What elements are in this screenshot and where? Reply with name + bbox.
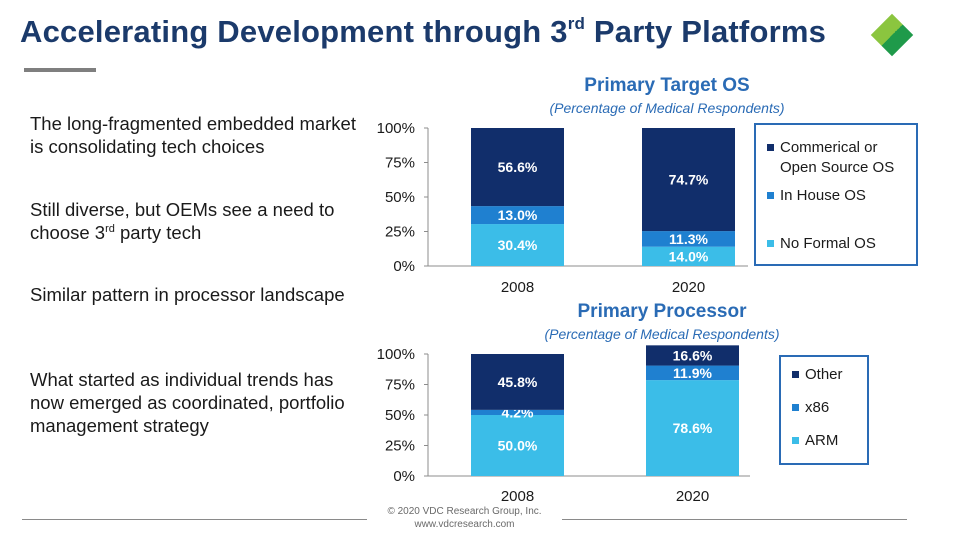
legend-label-line-1: Commerical or xyxy=(780,139,878,156)
footer-divider-left xyxy=(22,519,367,520)
bar-segment xyxy=(471,354,564,410)
chart-2: Primary Processor (Percentage of Medical … xyxy=(377,301,869,505)
bar-segment xyxy=(642,128,735,232)
x-category-label: 2020 xyxy=(672,279,705,296)
y-tick-label: 75% xyxy=(385,155,415,172)
y-tick-label: 25% xyxy=(385,438,415,455)
legend-label: x86 xyxy=(805,399,829,416)
footer-url: www.vdcresearch.com xyxy=(414,519,515,530)
data-label: 45.8% xyxy=(498,374,538,390)
x-category-label: 2020 xyxy=(676,488,709,505)
data-label: 13.0% xyxy=(498,207,538,223)
slide-title-text: Accelerating Development through 3 xyxy=(20,14,568,49)
footer-divider-right xyxy=(562,519,907,520)
bar-segment xyxy=(646,345,739,366)
data-label: 30.4% xyxy=(498,237,538,253)
x-category-label: 2008 xyxy=(501,488,534,505)
legend-label: Other xyxy=(805,366,843,383)
bar-segment xyxy=(471,206,564,225)
bar-segment xyxy=(471,128,564,207)
x-category-label: 2008 xyxy=(501,279,534,296)
data-label: 14.0% xyxy=(669,248,709,264)
slide-title-end: Party Platforms xyxy=(585,14,827,49)
legend-swatch xyxy=(767,240,774,247)
data-label: 74.7% xyxy=(669,172,709,188)
bullet-2-text: Still diverse, but OEMs see a need to ch… xyxy=(30,199,335,243)
data-label: 50.0% xyxy=(498,438,538,454)
legend-label: Commerical or Open Source OS xyxy=(780,139,894,176)
data-label: 11.9% xyxy=(673,365,712,381)
legend-swatch xyxy=(792,371,799,378)
legend-label: In House OS xyxy=(780,187,866,204)
bullet-1: The long-fragmented embedded market is c… xyxy=(30,113,356,157)
legend-swatch xyxy=(792,404,799,411)
footer-copyright: © 2020 VDC Research Group, Inc. xyxy=(387,506,542,517)
bar-segment xyxy=(642,231,735,247)
bullet-2-end: party tech xyxy=(114,222,202,243)
legend-swatch xyxy=(792,437,799,444)
bar-segment xyxy=(471,224,564,266)
y-tick-label: 0% xyxy=(393,258,415,275)
y-tick-label: 25% xyxy=(385,224,415,241)
legend-label: No Formal OS xyxy=(780,235,876,252)
bullet-2-superscript: rd xyxy=(105,223,115,235)
bar-segment xyxy=(646,365,739,381)
footer: © 2020 VDC Research Group, Inc. www.vdcr… xyxy=(367,505,562,531)
bar-segment xyxy=(646,380,739,476)
data-label: 78.6% xyxy=(673,420,713,436)
chart-title: Primary Target OS xyxy=(584,75,749,96)
legend-label-line-2: Open Source OS xyxy=(780,159,894,176)
data-label: 56.6% xyxy=(498,159,538,175)
legend-label: ARM xyxy=(805,432,838,449)
legend-swatch xyxy=(767,192,774,199)
y-tick-label: 75% xyxy=(385,377,415,394)
bullet-4: What started as individual trends has no… xyxy=(30,369,345,436)
bar-segment xyxy=(471,415,564,476)
legend-swatch xyxy=(767,144,774,151)
data-label: 16.6% xyxy=(673,347,713,363)
chart-subtitle: (Percentage of Medical Respondents) xyxy=(544,326,779,342)
chart-1: Primary Target OS (Percentage of Medical … xyxy=(377,75,918,296)
legend-box xyxy=(754,123,918,266)
slide-title-superscript: rd xyxy=(567,14,586,33)
bullet-2: Still diverse, but OEMs see a need to ch… xyxy=(30,198,370,244)
y-tick-label: 0% xyxy=(393,468,415,485)
bar-segment xyxy=(471,409,564,415)
y-tick-label: 50% xyxy=(385,189,415,206)
bar-segment xyxy=(642,246,735,266)
y-tick-label: 100% xyxy=(377,346,415,363)
title-underline xyxy=(24,68,96,72)
y-tick-label: 100% xyxy=(377,120,415,137)
bullet-3: Similar pattern in processor landscape xyxy=(30,284,345,305)
data-label: 11.3% xyxy=(669,231,708,247)
slide-title: Accelerating Development through 3rd Par… xyxy=(20,14,826,50)
y-tick-label: 50% xyxy=(385,407,415,424)
chart-subtitle: (Percentage of Medical Respondents) xyxy=(549,100,784,116)
chart-title: Primary Processor xyxy=(578,301,748,322)
